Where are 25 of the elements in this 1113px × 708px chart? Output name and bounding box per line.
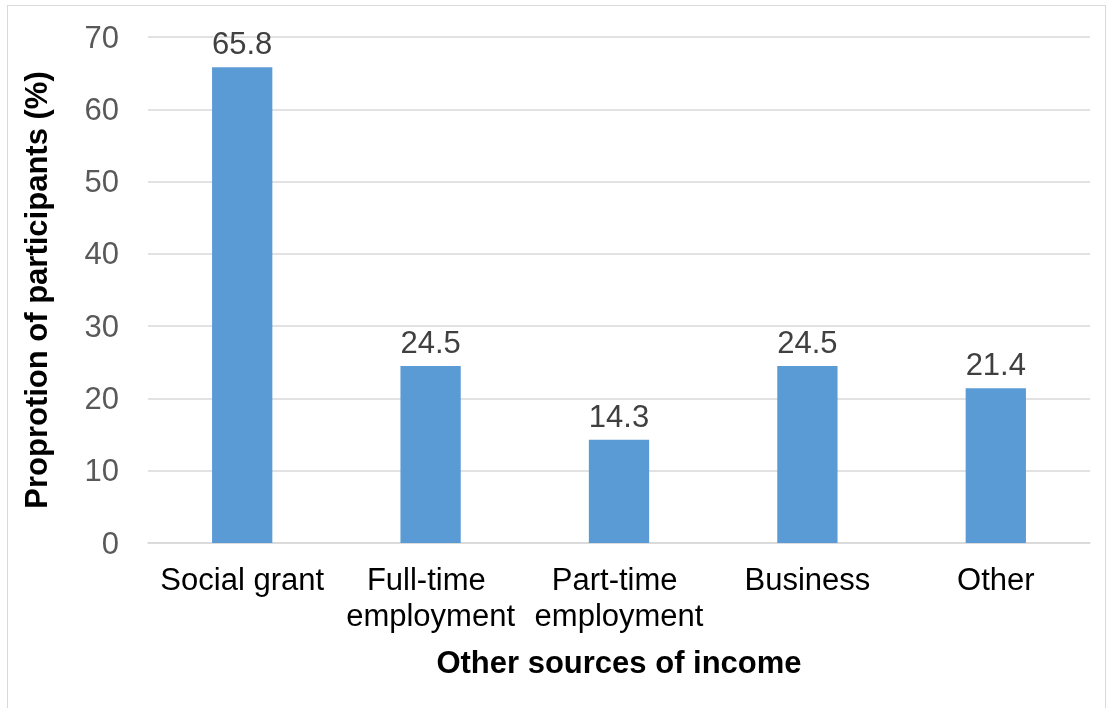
bar: [588, 439, 650, 543]
y-tick-label: 50: [84, 164, 119, 200]
y-axis-title: Proprotion of participants (%): [19, 71, 54, 509]
data-label: 14.3: [588, 398, 650, 434]
y-tick-label: 10: [84, 453, 119, 489]
data-label: 21.4: [965, 347, 1026, 383]
y-tick-label: 60: [84, 91, 119, 127]
y-tick-label: 70: [84, 19, 119, 55]
x-tick-label: Part-time employment: [534, 561, 704, 633]
bar: [400, 365, 461, 543]
y-tick-label: 30: [84, 308, 119, 344]
data-label: 24.5: [777, 324, 838, 360]
x-axis-title: Other sources of income: [436, 645, 802, 680]
x-tick-label: Other: [957, 561, 1035, 597]
bar: [212, 67, 273, 543]
x-tick-label: Social grant: [160, 561, 325, 597]
data-label: 24.5: [400, 324, 461, 360]
y-tick-label: 40: [84, 236, 119, 272]
y-tick-label: 0: [101, 525, 119, 561]
x-tick-label: Business: [744, 561, 871, 597]
y-tick-label: 20: [84, 380, 119, 416]
bar: [777, 365, 838, 543]
data-label: 65.8: [212, 26, 273, 62]
x-tick-label: Full-time employment: [346, 561, 516, 633]
bar: [965, 388, 1026, 543]
